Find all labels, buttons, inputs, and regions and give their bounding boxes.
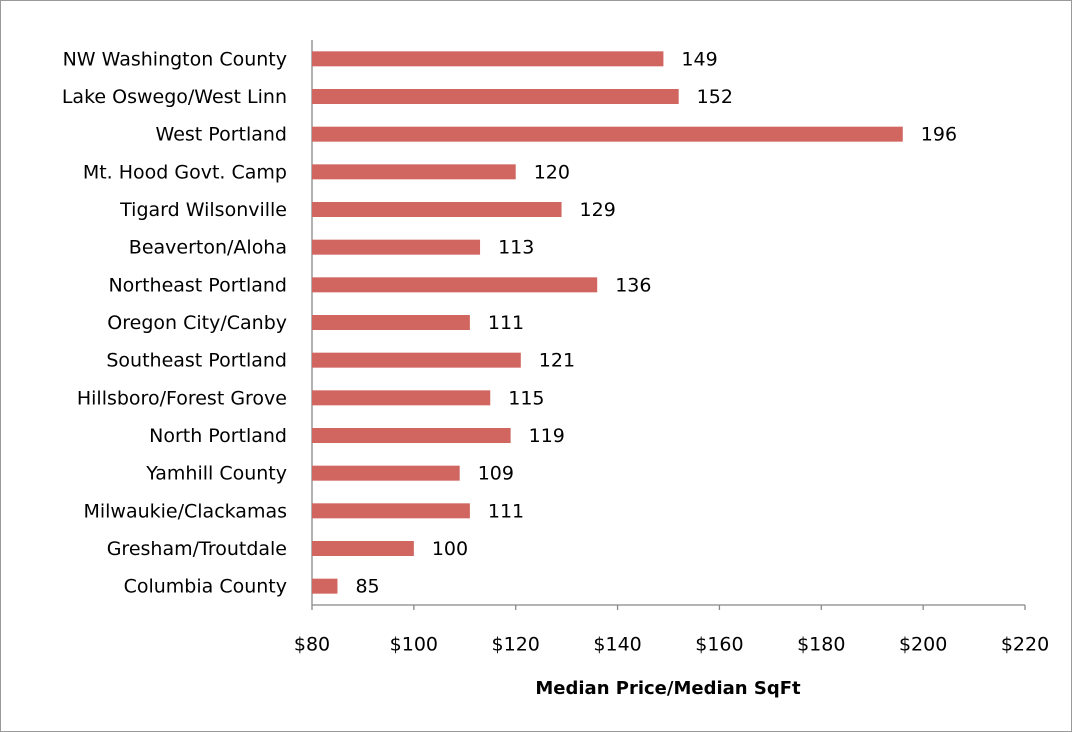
value-label: 129 bbox=[580, 199, 616, 221]
y-tick-label: Gresham/Troutdale bbox=[107, 538, 287, 560]
bar bbox=[312, 465, 460, 481]
x-tick-label: $160 bbox=[695, 634, 743, 656]
bar bbox=[312, 126, 903, 142]
y-tick-label: Beaverton/Aloha bbox=[129, 237, 287, 259]
value-label: 136 bbox=[615, 274, 651, 296]
bar bbox=[312, 428, 511, 443]
bar bbox=[312, 503, 470, 519]
y-tick-label: Yamhill County bbox=[145, 463, 287, 485]
bar bbox=[312, 51, 664, 67]
x-tick-label: $80 bbox=[294, 634, 330, 656]
bar bbox=[312, 390, 491, 406]
y-tick-label: North Portland bbox=[149, 425, 287, 447]
value-label: 196 bbox=[921, 124, 957, 146]
y-tick-label: Hillsboro/Forest Grove bbox=[77, 387, 287, 409]
x-axis-title: Median Price/Median SqFt bbox=[535, 678, 801, 699]
value-label: 119 bbox=[529, 425, 565, 447]
y-tick-label: Southeast Portland bbox=[106, 350, 287, 372]
value-label: 152 bbox=[697, 86, 733, 108]
y-tick-label: West Portland bbox=[156, 124, 287, 146]
value-label: 111 bbox=[488, 312, 524, 334]
x-tick-label: $140 bbox=[593, 634, 641, 656]
y-tick-label: Oregon City/Canby bbox=[107, 312, 287, 334]
y-tick-label: Northeast Portland bbox=[108, 274, 287, 296]
bar bbox=[312, 202, 562, 217]
bar bbox=[312, 315, 470, 330]
bar bbox=[312, 352, 521, 368]
value-label: 111 bbox=[488, 500, 524, 522]
y-tick-label: Milwaukie/Clackamas bbox=[83, 500, 287, 522]
value-label: 100 bbox=[432, 538, 468, 560]
value-label: 121 bbox=[539, 350, 575, 372]
bar bbox=[312, 239, 481, 255]
y-tick-label: Lake Oswego/West Linn bbox=[62, 86, 287, 108]
x-tick-label: $220 bbox=[1001, 634, 1049, 656]
bar bbox=[312, 541, 414, 556]
bar bbox=[312, 277, 598, 293]
x-tick-label: $120 bbox=[492, 634, 540, 656]
bar bbox=[312, 578, 338, 594]
value-label: 115 bbox=[508, 387, 544, 409]
y-tick-label: Mt. Hood Govt. Camp bbox=[83, 161, 287, 183]
y-tick-label: Tigard Wilsonville bbox=[119, 199, 287, 221]
value-label: 149 bbox=[681, 48, 717, 70]
x-tick-label: $200 bbox=[899, 634, 947, 656]
x-tick-label: $180 bbox=[797, 634, 845, 656]
bar bbox=[312, 89, 679, 104]
y-tick-label: NW Washington County bbox=[63, 48, 287, 70]
y-tick-label: Columbia County bbox=[124, 576, 287, 598]
bar bbox=[312, 164, 516, 180]
value-label: 113 bbox=[498, 237, 534, 259]
value-label: 109 bbox=[478, 463, 514, 485]
value-label: 85 bbox=[355, 576, 379, 598]
value-label: 120 bbox=[534, 161, 570, 183]
x-tick-label: $100 bbox=[390, 634, 438, 656]
